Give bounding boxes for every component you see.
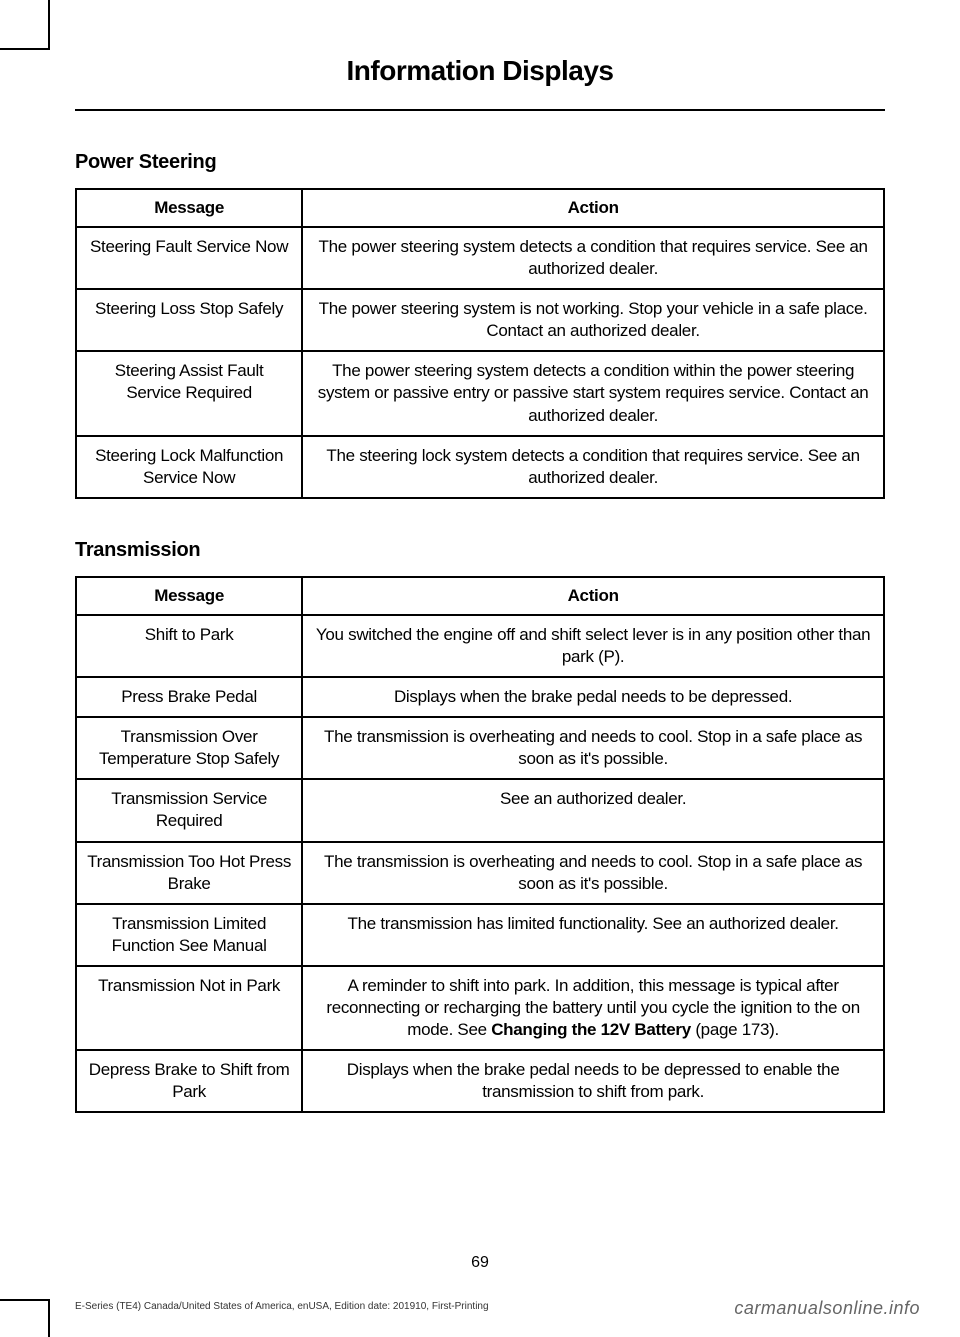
table-row: Transmission Over Temperature Stop Safel… [76,717,884,779]
cell-action: The power steering system is not working… [302,289,884,351]
table-row: Steering Fault Service Now The power ste… [76,227,884,289]
cell-message: Press Brake Pedal [76,677,302,717]
page-content: Power Steering Message Action Steering F… [0,111,960,1113]
table-header-row: Message Action [76,189,884,227]
table-row: Transmission Limited Function See Manual… [76,904,884,966]
cell-action: The transmission is overheating and need… [302,842,884,904]
column-header-action: Action [302,577,884,615]
cell-action: The power steering system detects a cond… [302,351,884,435]
cell-action: Displays when the brake pedal needs to b… [302,1050,884,1112]
table-row: Press Brake Pedal Displays when the brak… [76,677,884,717]
cell-message: Transmission Over Temperature Stop Safel… [76,717,302,779]
cell-message: Transmission Service Required [76,779,302,841]
page-header: Information Displays [0,0,960,97]
table-power-steering: Message Action Steering Fault Service No… [75,188,885,499]
table-row: Steering Lock Malfunction Service Now Th… [76,436,884,498]
table-row: Transmission Service Required See an aut… [76,779,884,841]
cell-message: Steering Fault Service Now [76,227,302,289]
cell-message: Transmission Limited Function See Manual [76,904,302,966]
column-header-action: Action [302,189,884,227]
cell-message: Steering Lock Malfunction Service Now [76,436,302,498]
cell-action: You switched the engine off and shift se… [302,615,884,677]
cell-action: The power steering system detects a cond… [302,227,884,289]
table-row: Transmission Too Hot Press Brake The tra… [76,842,884,904]
table-row: Depress Brake to Shift from Park Display… [76,1050,884,1112]
page-number: 69 [0,1254,960,1272]
action-post: (page 173). [691,1020,779,1039]
table-row: Transmission Not in Park A reminder to s… [76,966,884,1050]
cell-message: Depress Brake to Shift from Park [76,1050,302,1112]
table-row: Steering Assist Fault Service Required T… [76,351,884,435]
footer-watermark: carmanualsonline.info [734,1298,920,1319]
page-corner-marker-top [0,0,50,50]
cell-message: Transmission Not in Park [76,966,302,1050]
section-title-power-steering: Power Steering [75,151,885,174]
column-header-message: Message [76,189,302,227]
cell-action: The transmission is overheating and need… [302,717,884,779]
section-title-transmission: Transmission [75,539,885,562]
page-corner-marker-bottom [0,1299,50,1337]
cell-action: See an authorized dealer. [302,779,884,841]
header-title: Information Displays [0,55,960,87]
column-header-message: Message [76,577,302,615]
cell-message: Transmission Too Hot Press Brake [76,842,302,904]
cell-message: Shift to Park [76,615,302,677]
footer-edition-text: E-Series (TE4) Canada/United States of A… [75,1301,489,1312]
cell-action-compound: A reminder to shift into park. In additi… [302,966,884,1050]
action-bold-link: Changing the 12V Battery [491,1020,691,1039]
table-transmission: Message Action Shift to Park You switche… [75,576,885,1114]
cell-action: Displays when the brake pedal needs to b… [302,677,884,717]
table-row: Steering Loss Stop Safely The power stee… [76,289,884,351]
table-row: Shift to Park You switched the engine of… [76,615,884,677]
table-header-row: Message Action [76,577,884,615]
cell-action: The steering lock system detects a condi… [302,436,884,498]
cell-message: Steering Loss Stop Safely [76,289,302,351]
cell-message: Steering Assist Fault Service Required [76,351,302,435]
cell-action: The transmission has limited functionali… [302,904,884,966]
